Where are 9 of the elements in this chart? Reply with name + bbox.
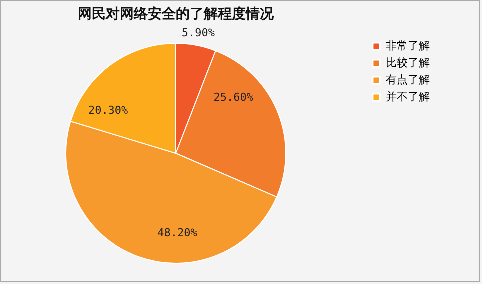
legend-label: 有点了解	[386, 74, 430, 86]
data-label: 25.60%	[214, 91, 254, 104]
legend-label: 并不了解	[386, 90, 430, 104]
data-label: 5.90%	[182, 26, 216, 40]
data-label: 20.30%	[88, 104, 129, 117]
data-label: 48.20%	[158, 226, 198, 240]
legend-label: 非常了解	[386, 40, 430, 52]
legend-label: 比较了解	[386, 56, 430, 70]
chart-title: 网民对网络安全的了解程度情况	[78, 6, 275, 23]
